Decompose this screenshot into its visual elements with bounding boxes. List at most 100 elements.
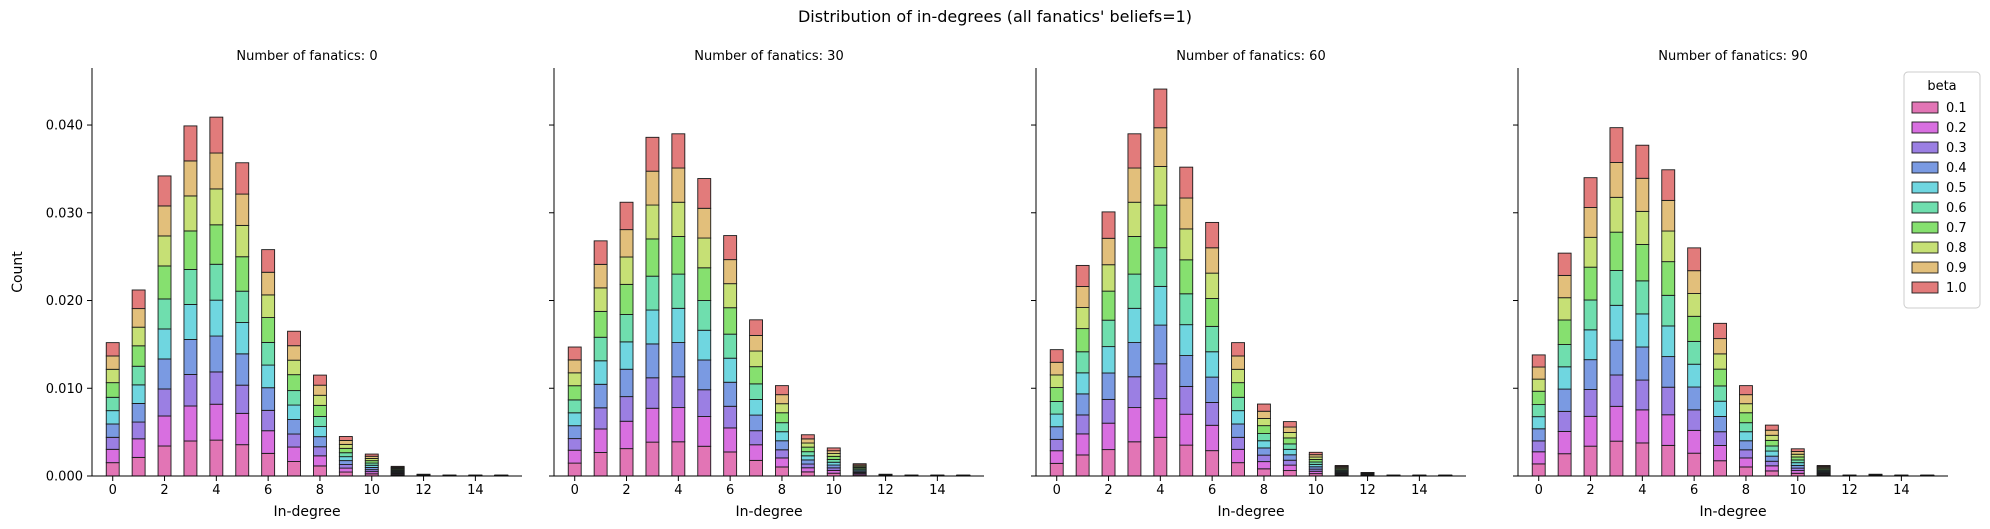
bar-segment	[1205, 424, 1220, 452]
bar-segment	[1661, 169, 1676, 201]
bar-segment	[1153, 324, 1168, 365]
bar-segment	[1557, 430, 1572, 455]
panel-2: Number of fanatics: 30 0 2 4 6 8 10 12 14 In-degr…	[549, 49, 984, 520]
bar-segment	[800, 438, 815, 444]
x-tick-label: 2	[160, 483, 168, 498]
bar-segment	[157, 388, 172, 417]
bar-segment	[749, 430, 763, 446]
bar-segment	[567, 449, 582, 464]
bar-segment	[1635, 280, 1650, 315]
bar-segment	[1282, 432, 1297, 439]
bar-segment	[723, 405, 738, 429]
bar-segment	[1153, 247, 1168, 287]
bar-segment	[105, 423, 120, 438]
y-tick-label: 0.000	[46, 470, 83, 485]
bar-segment	[1713, 400, 1727, 417]
bar-segment	[1583, 207, 1598, 238]
bar-segment	[1661, 444, 1676, 477]
bar-segment	[1531, 354, 1546, 368]
bar-segment	[1687, 247, 1702, 272]
bar-segment	[1153, 363, 1168, 400]
bar-segment	[1661, 199, 1676, 232]
bar-segment	[723, 283, 738, 309]
bar-segment	[1179, 197, 1194, 230]
x-tick-label: 12	[415, 483, 432, 498]
bar-segment	[619, 341, 634, 370]
bar-segment	[1816, 465, 1831, 467]
bar-segment	[567, 372, 582, 387]
bar-segment	[235, 412, 250, 446]
bar-segment	[1231, 436, 1245, 450]
legend-swatch	[1911, 101, 1939, 114]
x-tick-label: 8	[1742, 483, 1750, 498]
bar-segment	[1049, 387, 1064, 402]
bar-segment	[775, 394, 789, 405]
bar-segment	[645, 343, 660, 379]
x-tick-label: 0	[1053, 483, 1061, 498]
bar-segment	[1127, 236, 1142, 275]
bar-segment	[619, 396, 634, 422]
bar-segment	[723, 381, 738, 407]
legend-entry: 0.8	[1946, 241, 1967, 256]
x-tick-label: 6	[726, 483, 734, 498]
bar-segment	[697, 329, 712, 361]
bar-segment	[645, 275, 660, 311]
bar-segment	[287, 419, 301, 435]
bar-segment	[1257, 440, 1271, 449]
bar-segment	[1583, 177, 1598, 208]
bar-segment	[1764, 450, 1779, 457]
bar-segment	[1308, 451, 1323, 456]
bar-segment	[593, 240, 608, 265]
bar-segment	[1179, 166, 1194, 199]
bar-segment	[287, 330, 301, 347]
bar-segment	[671, 376, 686, 409]
bar-segment	[1334, 465, 1349, 467]
bar-segment	[1635, 409, 1650, 444]
x-tick-label: 0	[571, 483, 579, 498]
y-tick-label: 0.020	[46, 294, 83, 309]
bar-segment	[287, 345, 301, 361]
bar-segment	[671, 407, 686, 443]
bar-segment	[1282, 426, 1297, 433]
bar-segment	[1635, 442, 1650, 477]
bar-segment	[645, 407, 660, 443]
bar-segment	[338, 440, 353, 445]
bar-segment	[1609, 162, 1624, 198]
bar-segment	[619, 201, 634, 231]
x-tick-label: 4	[1156, 483, 1164, 498]
bar-segment	[1635, 313, 1650, 348]
bar-segment	[1687, 340, 1702, 365]
bar-segment	[697, 300, 712, 331]
bar-segment	[338, 460, 353, 465]
x-tick-label: 0	[109, 483, 117, 498]
bar-segment	[1531, 378, 1546, 392]
bar-segment	[1687, 363, 1702, 388]
bar-segment	[235, 193, 250, 226]
legend-swatch	[1911, 281, 1939, 294]
bar-segment	[313, 446, 327, 457]
bar-segment	[567, 438, 582, 451]
bar-segment	[313, 416, 327, 428]
legend-entry: 0.6	[1946, 201, 1967, 216]
bar-segment	[1790, 448, 1805, 452]
bar-segment	[593, 287, 608, 312]
bar-segment	[1101, 372, 1116, 400]
bar-segment	[1153, 436, 1168, 477]
bar-segment	[131, 384, 146, 404]
bar-segment	[1075, 264, 1090, 287]
bar-segment	[1075, 414, 1090, 435]
bar-segment	[671, 133, 686, 169]
bar-segment	[235, 224, 250, 258]
bar-segment	[749, 319, 763, 336]
bar-segment	[209, 152, 224, 190]
bar-segment	[775, 466, 789, 477]
bar-segment	[1257, 468, 1271, 477]
bar-segment	[105, 342, 120, 357]
bar-segment	[1231, 423, 1245, 438]
bar-segment	[1075, 433, 1090, 456]
bar-segment	[1661, 356, 1676, 388]
bar-segment	[1609, 374, 1624, 407]
bar-segment	[338, 436, 353, 441]
bar-segment	[723, 451, 738, 477]
bar-segment	[1661, 386, 1676, 416]
